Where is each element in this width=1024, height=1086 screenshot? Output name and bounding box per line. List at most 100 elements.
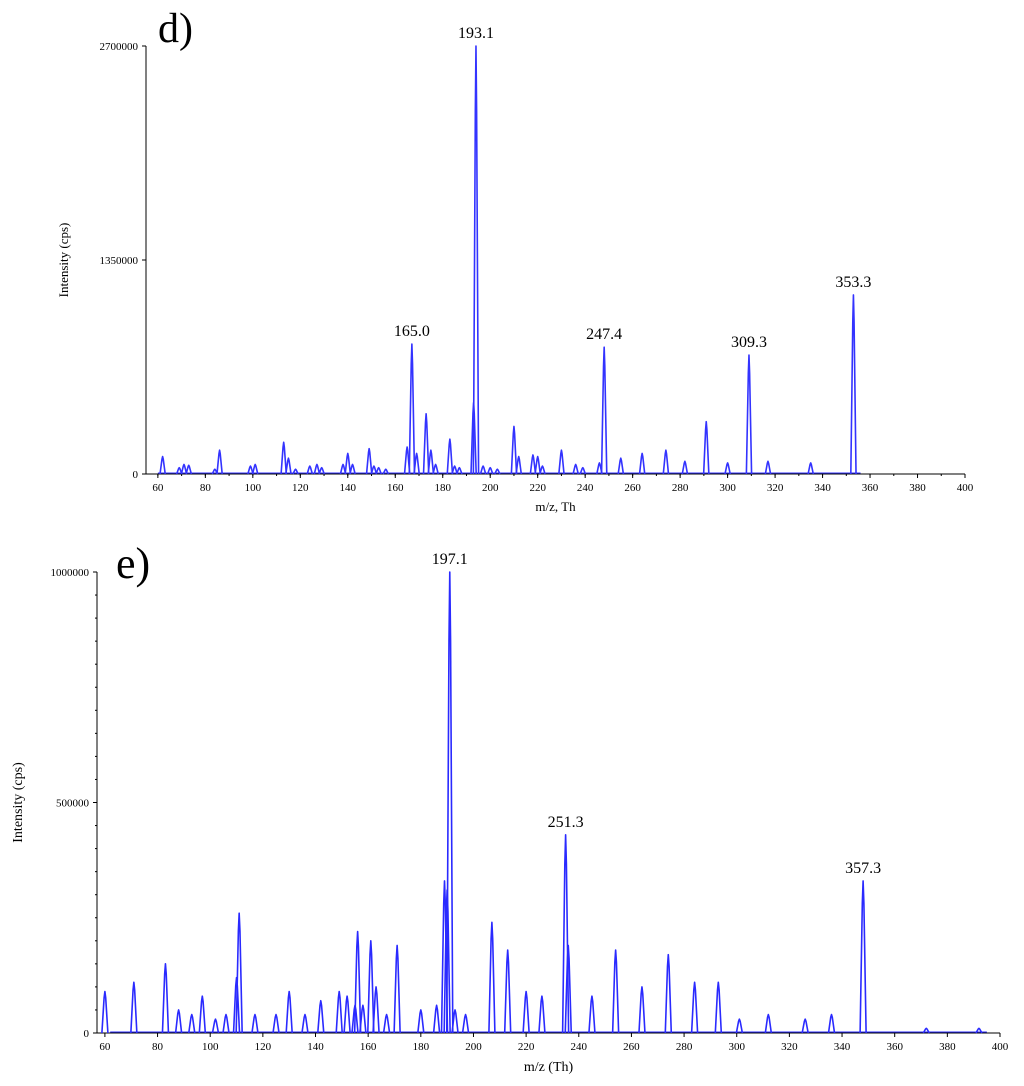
peak-annotation: 251.3 [548,814,584,831]
spectrum-peak [366,940,375,1034]
spectrum-peak [198,995,207,1034]
peak-annotation: 165.0 [394,323,430,340]
x-tick-label: 220 [529,482,546,494]
spectrum-peak [175,466,183,475]
spectrum-peak [130,981,138,1034]
y-tick-label: 1000000 [51,567,90,579]
x-tick-label: 300 [719,482,736,494]
spectrum-peak [292,468,299,475]
spectrum-peak [382,1013,391,1034]
mass-spectrum-d: d) 0 1350000 2700000 60 80 100 120 140 160 180 200 2… [56,6,974,514]
spectrum-peak [564,944,573,1034]
x-tick-label: 260 [623,1041,640,1053]
spectrum-peak [344,452,352,475]
spectrum-peak [690,981,699,1034]
mass-spectrum-e: e) 0 500000 1000000 60 80 100 120 140 160 180 200 22… [11,539,1009,1075]
spectrum-peak [370,465,378,475]
spectrum-peak [503,949,512,1034]
peak-annotation: 309.3 [731,334,767,351]
spectrum-peak [850,294,857,475]
spectrum-peak [596,462,603,475]
spectrum-peak [764,1013,773,1034]
spectrum-peak [280,441,288,475]
spectrum-peak [382,468,390,475]
x-tick-label: 180 [434,482,451,494]
x-tick-label: 120 [292,482,309,494]
spectrum-peak [403,446,411,475]
spectrum-peak [353,930,362,1034]
spectrum-peak [472,45,480,475]
x-tick-label: 180 [413,1041,430,1053]
spectrum-peak [745,354,753,475]
spectrum-peak [301,1013,309,1034]
spectrum-peak [451,1009,459,1034]
spectrum-peak [494,468,501,475]
x-tick-label: 140 [307,1041,324,1053]
y-axis-title: Intensity (cps) [11,762,26,843]
spectrum-peak [451,465,458,475]
spectrum-peak [558,449,565,475]
spectrum-peak [349,463,356,475]
x-tick-label: 280 [672,482,689,494]
spectrum-peak [159,455,167,475]
spectrum-peak [211,468,219,475]
x-tick-label: 120 [255,1041,272,1053]
x-tick-label: 60 [99,1041,111,1053]
spectrum-peak [216,449,223,475]
spectrum-peak [538,995,546,1034]
panel-label: e) [116,539,150,588]
x-tick-label: 380 [909,482,926,494]
y-tick-label: 0 [84,1028,90,1040]
spectrum-peak [827,1013,836,1034]
spectrum-peak [359,1004,367,1034]
spectrum-peak [343,995,351,1034]
spectrum-peak [318,466,326,475]
spectrum-peak [764,460,772,475]
spectrum-peak [479,465,487,475]
chart-panel-d: d) 0 1350000 2700000 60 80 100 120 140 160 180 200 2… [0,0,1024,520]
spectrum-peak [232,976,241,1034]
x-tick-label: 280 [676,1041,693,1053]
spectrum-peak [247,465,254,475]
x-tick-label: 360 [862,482,879,494]
x-tick-label: 380 [939,1041,956,1053]
spectrum-peak [251,1013,259,1034]
spectrum-peak [529,454,537,475]
spectrum-peak [417,1009,425,1034]
spectrum-peak [413,452,421,475]
x-tick-label: 240 [571,1041,588,1053]
x-tick-label: 320 [767,482,784,494]
spectrum-peak [285,990,293,1034]
x-tick-label: 320 [781,1041,798,1053]
spectrum-peak [579,466,587,475]
spectrum-peak [807,462,815,475]
x-tick-label: 400 [957,482,974,494]
spectrum-peak [251,463,259,475]
spectrum-peak [510,425,518,475]
y-tick-label: 2700000 [100,41,139,53]
spectrum-peak [702,420,710,475]
spectrum-peak [422,412,430,475]
x-tick-label: 80 [200,482,212,494]
x-axis-title: m/z, Th [535,499,576,514]
spectrum-peak [638,452,646,475]
spectrum-peak [975,1027,983,1034]
spectrum-peak [211,1018,220,1034]
x-tick-label: 260 [624,482,641,494]
spectrum-peak [714,981,723,1034]
spectrum-peak [724,462,731,475]
spectrum-peak [316,999,325,1034]
spectrum-peak [638,986,646,1034]
spectrum-peak [408,343,416,475]
spectrum-peak [572,463,580,475]
peak-annotation: 197.1 [432,551,468,568]
spectrum-peak [486,466,494,475]
x-tick-label: 360 [886,1041,903,1053]
spectrum-peak [539,465,546,475]
spectrum-peak [801,1018,809,1034]
y-tick-label: 0 [133,469,139,481]
panel-label: d) [158,6,193,52]
spectrum-peak [272,1013,280,1034]
spectrum-peak [285,457,292,475]
spectrum-peak [681,460,689,475]
